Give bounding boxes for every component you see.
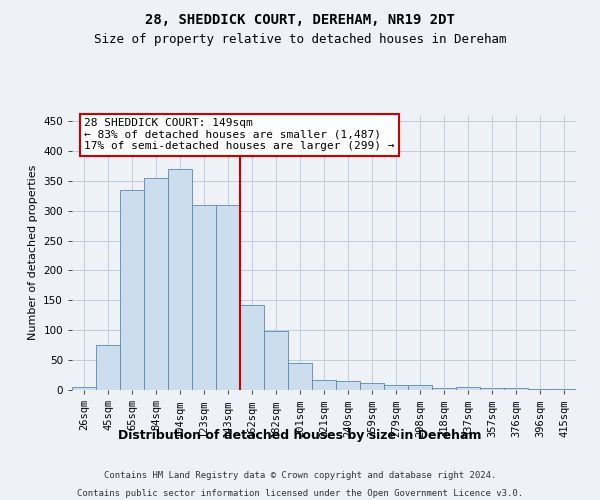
Text: Contains public sector information licensed under the Open Government Licence v3: Contains public sector information licen… [77, 488, 523, 498]
Bar [96, 345, 120, 390]
Bar [456, 387, 480, 390]
Text: 28, SHEDDICK COURT, DEREHAM, NR19 2DT: 28, SHEDDICK COURT, DEREHAM, NR19 2DT [145, 12, 455, 26]
Bar [168, 169, 192, 390]
Bar [432, 388, 456, 390]
Bar [408, 385, 432, 390]
Bar [360, 384, 384, 390]
Bar [240, 304, 264, 390]
Text: 28 SHEDDICK COURT: 149sqm
← 83% of detached houses are smaller (1,487)
17% of se: 28 SHEDDICK COURT: 149sqm ← 83% of detac… [85, 118, 395, 151]
Bar [144, 178, 168, 390]
Bar [552, 389, 576, 390]
Bar [384, 385, 408, 390]
Bar [288, 362, 312, 390]
Bar [264, 331, 288, 390]
Bar [312, 380, 336, 390]
Bar [504, 388, 528, 390]
Text: Size of property relative to detached houses in Dereham: Size of property relative to detached ho… [94, 32, 506, 46]
Bar [336, 381, 360, 390]
Y-axis label: Number of detached properties: Number of detached properties [28, 165, 38, 340]
Bar [216, 204, 240, 390]
Bar [192, 204, 216, 390]
Text: Distribution of detached houses by size in Dereham: Distribution of detached houses by size … [118, 428, 482, 442]
Bar [72, 387, 96, 390]
Bar [120, 190, 144, 390]
Text: Contains HM Land Registry data © Crown copyright and database right 2024.: Contains HM Land Registry data © Crown c… [104, 471, 496, 480]
Bar [480, 388, 504, 390]
